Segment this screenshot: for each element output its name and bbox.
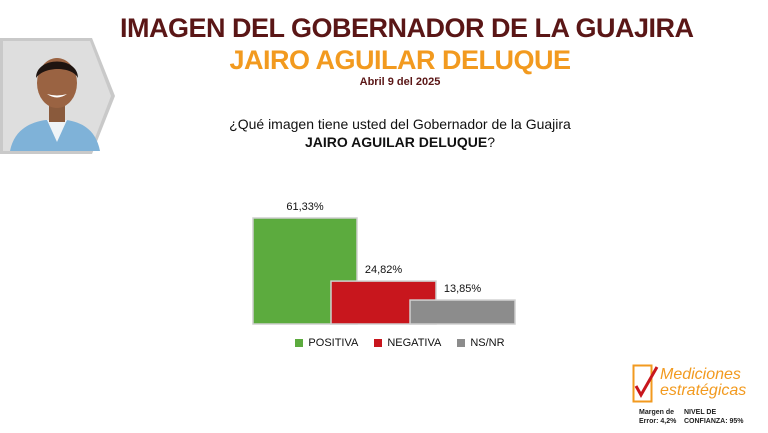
- data-label-negativa: 24,82%: [365, 264, 403, 276]
- legend-swatch-positiva: [295, 339, 304, 347]
- legend-label-positiva: POSITIVA: [308, 337, 359, 349]
- governor-photo: [0, 38, 115, 154]
- legend-swatch-nsnr: [457, 339, 466, 347]
- margin-of-error: Margen de Error: 4,2%: [639, 409, 677, 425]
- question-name-line: JAIRO AGUILAR DELUQUE?: [180, 133, 620, 151]
- logo-mark-icon: [632, 364, 659, 403]
- logo-text: Mediciones estratégicas: [660, 367, 746, 399]
- chart-legend: POSITIVA NEGATIVA NS/NR: [250, 337, 550, 349]
- survey-question: ¿Qué imagen tiene usted del Gobernador d…: [180, 115, 620, 151]
- logo-line-2: estratégicas: [660, 382, 747, 399]
- legend-item-negativa: NEGATIVA: [374, 337, 441, 349]
- confidence-level: NIVEL DE CONFIANZA: 95%: [684, 409, 744, 425]
- legend-item-nsnr: NS/NR: [457, 337, 505, 349]
- survey-date: Abril 9 del 2025: [359, 76, 441, 88]
- title-line-2: JAIRO AGUILAR DELUQUE: [229, 45, 571, 75]
- title-line-1: IMAGEN DEL GOBERNADOR DE LA GUAJIRA: [120, 13, 694, 43]
- mediciones-estrategicas-logo: Mediciones estratégicas: [632, 364, 764, 406]
- question-text: ¿Qué imagen tiene usted del Gobernador d…: [229, 116, 571, 132]
- legend-label-negativa: NEGATIVA: [387, 337, 442, 349]
- data-label-positiva: 61,33%: [286, 201, 324, 213]
- logo-line-1: Mediciones: [660, 366, 741, 383]
- bar-nsnr: [409, 299, 516, 325]
- question-mark: ?: [487, 134, 496, 150]
- legend-swatch-negativa: [374, 339, 383, 347]
- legend-item-positiva: POSITIVA: [295, 337, 358, 349]
- data-label-nsnr: 13,85%: [444, 283, 482, 295]
- legend-label-nsnr: NS/NR: [470, 337, 505, 349]
- question-name: JAIRO AGUILAR DELUQUE: [304, 134, 488, 150]
